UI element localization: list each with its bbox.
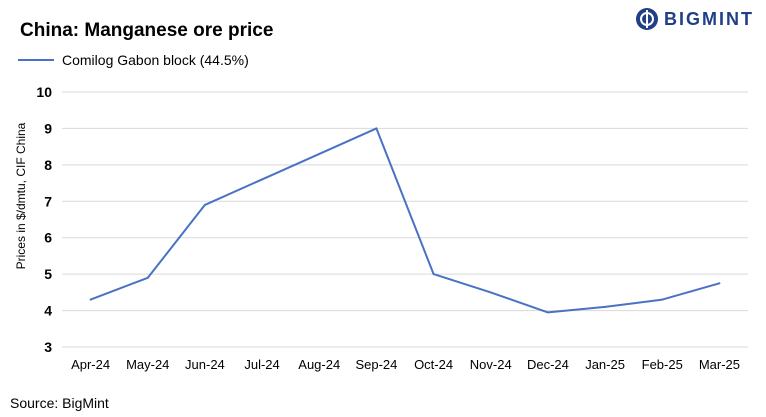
x-tick-label: Aug-24 <box>298 357 340 372</box>
y-tick-label: 6 <box>44 230 52 246</box>
y-tick-label: 4 <box>44 303 52 319</box>
data-point <box>604 305 607 308</box>
data-point <box>146 276 149 279</box>
y-tick-label: 8 <box>44 157 52 173</box>
y-tick-label: 7 <box>44 193 52 209</box>
series-line <box>90 127 720 314</box>
brand-name: BIGMINT <box>664 8 754 29</box>
gridlines <box>62 91 748 348</box>
series-lines <box>89 127 721 314</box>
brand-logo: BIGMINT <box>636 8 754 30</box>
legend-label: Comilog Gabon block (44.5%) <box>62 52 249 68</box>
y-tick-label: 3 <box>44 339 52 355</box>
x-tick-label: Sep-24 <box>355 357 397 372</box>
line-chart: 3 4 5 6 7 8 9 10 Apr-24 May-24 Jun-24 Jul-24 Aug-24… <box>14 84 748 372</box>
x-tick-label: Jul-24 <box>244 357 279 372</box>
y-tick-label: 10 <box>36 84 52 100</box>
x-tick-label: Dec-24 <box>527 357 569 372</box>
data-point <box>489 291 492 294</box>
legend-swatch <box>18 59 54 61</box>
x-tick-label: Oct-24 <box>414 357 453 372</box>
y-tick-labels: 3 4 5 6 7 8 9 10 <box>36 84 52 355</box>
x-tick-label: Mar-25 <box>699 357 740 372</box>
data-point <box>432 273 435 276</box>
data-point <box>203 203 206 206</box>
chart-title: China: Manganese ore price <box>20 20 274 41</box>
data-point <box>546 311 549 314</box>
x-tick-label: Nov-24 <box>470 357 512 372</box>
y-axis-title: Prices in $/dmtu, CIF China <box>14 122 28 269</box>
data-point <box>718 282 721 285</box>
bigmint-logo-icon <box>636 8 658 30</box>
legend: Comilog Gabon block (44.5%) <box>18 52 249 68</box>
data-point <box>318 152 321 155</box>
source-note: Source: BigMint <box>10 395 109 411</box>
data-point <box>89 298 92 301</box>
x-tick-label: Apr-24 <box>71 357 110 372</box>
x-tick-label: May-24 <box>126 357 169 372</box>
x-tick-labels: Apr-24 May-24 Jun-24 Jul-24 Aug-24 Sep-24 Oct-… <box>71 357 740 372</box>
data-point <box>261 178 264 181</box>
x-tick-label: Jan-25 <box>585 357 625 372</box>
x-tick-label: Jun-24 <box>185 357 225 372</box>
y-tick-label: 5 <box>44 266 52 282</box>
x-tick-label: Feb-25 <box>642 357 683 372</box>
data-point <box>661 298 664 301</box>
y-tick-label: 9 <box>44 120 52 136</box>
data-point <box>375 127 378 130</box>
